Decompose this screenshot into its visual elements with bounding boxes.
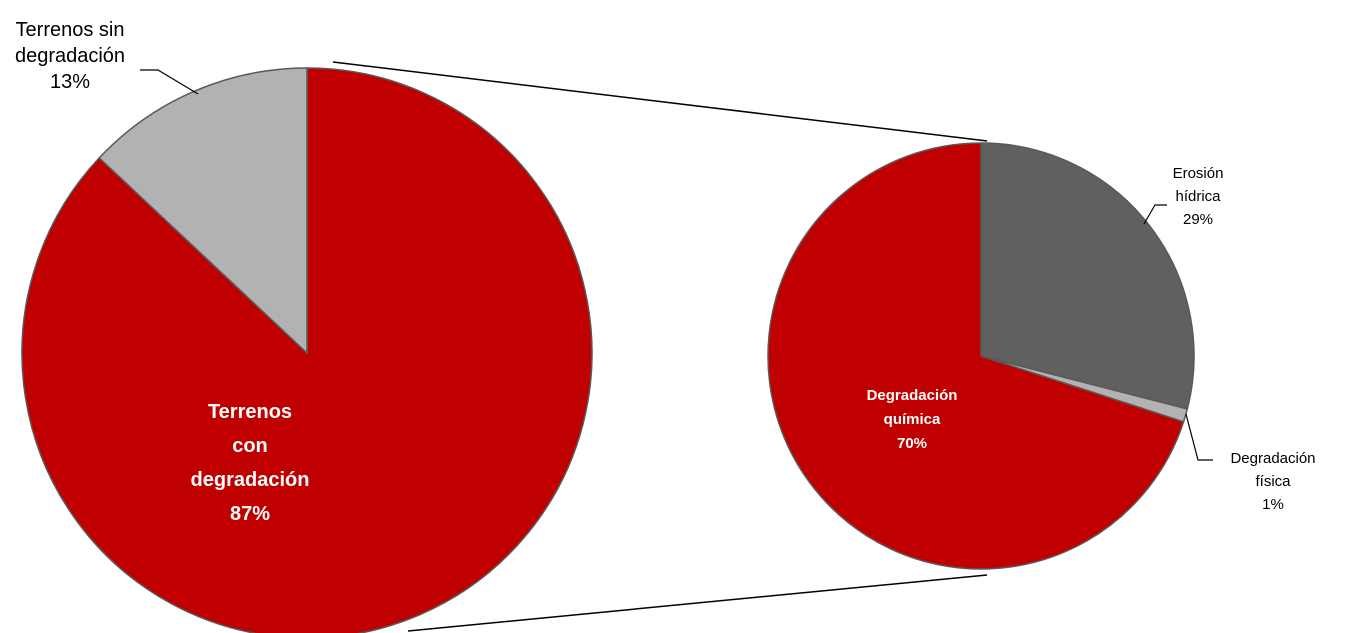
label-degradacion-quimica: Degradación química 70%	[867, 387, 958, 452]
label-degradacion-quimica-line: Degradación	[867, 387, 958, 404]
label-terrenos-con-degradacion: Terrenos con degradación 87%	[191, 401, 310, 525]
connector-line-top	[332, 61, 988, 142]
connector-lines	[332, 61, 988, 632]
data-labels: Terrenos sin degradación 13% Terrenos con deg…	[15, 19, 1316, 525]
label-erosion-hidrica-line: Erosión	[1173, 165, 1224, 182]
label-erosion-hidrica: Erosión hídrica 29%	[1173, 165, 1224, 228]
slice-erosion-hidrica	[980, 142, 1195, 410]
label-terrenos-sin-degradacion: Terrenos sin degradación 13%	[15, 19, 125, 93]
label-terrenos-con-degradacion-line: degradación	[191, 469, 310, 491]
label-degradacion-quimica-line: 70%	[897, 435, 927, 452]
label-erosion-hidrica-line: hídrica	[1175, 188, 1221, 205]
label-erosion-hidrica-line: 29%	[1183, 211, 1213, 228]
label-terrenos-sin-degradacion-line: 13%	[50, 71, 90, 93]
label-degradacion-fisica-line: Degradación	[1230, 450, 1315, 467]
label-degradacion-fisica-line: 1%	[1262, 496, 1284, 513]
label-degradacion-fisica-line: física	[1255, 473, 1291, 490]
main-pie	[21, 67, 593, 633]
connector-line-bottom	[407, 574, 988, 632]
label-terrenos-con-degradacion-line: 87%	[230, 503, 270, 525]
label-terrenos-con-degradacion-line: con	[232, 435, 268, 457]
label-degradacion-fisica: Degradación física 1%	[1230, 450, 1315, 513]
label-terrenos-con-degradacion-line: Terrenos	[208, 401, 292, 423]
leader-line-degradacion-fisica	[1185, 413, 1213, 461]
label-terrenos-sin-degradacion-line: Terrenos sin	[16, 19, 125, 41]
secondary-pie	[767, 142, 1195, 570]
label-terrenos-sin-degradacion-line: degradación	[15, 45, 125, 67]
slice-degradacion-quimica	[767, 142, 1185, 570]
label-degradacion-quimica-line: química	[884, 411, 941, 428]
leader-line-terrenos-sin	[140, 69, 199, 95]
leader-line-erosion-hidrica	[1143, 204, 1167, 225]
